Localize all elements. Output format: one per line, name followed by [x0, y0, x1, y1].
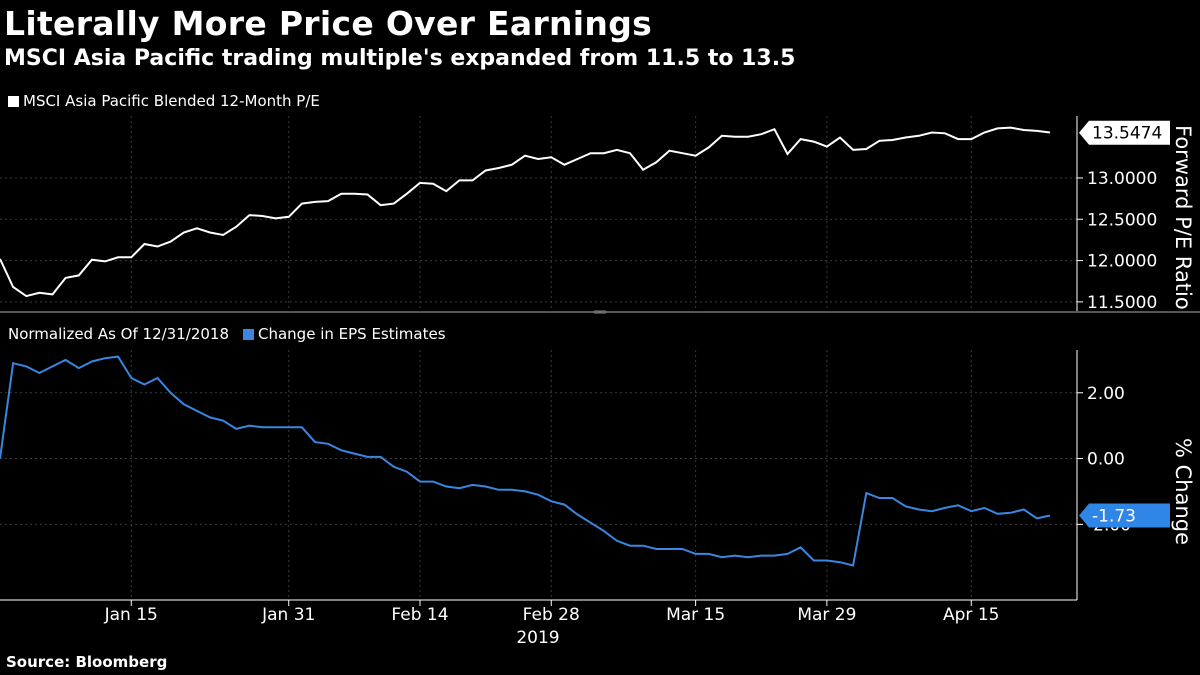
pe-series-line — [0, 126, 1051, 298]
pe-y-axis-title: Forward P/E Ratio — [1171, 125, 1195, 310]
eps-series-line — [0, 355, 1051, 567]
pe-tick-label: 12.5000 — [1087, 210, 1157, 230]
x-tick-label: Jan 15 — [104, 605, 158, 625]
pe-last-value-callout: 13.5474 — [1079, 120, 1170, 145]
x-tick-label: Feb 14 — [391, 605, 448, 625]
legend-eps-swatch — [243, 328, 254, 340]
legend-eps-prefix: Normalized As Of 12/31/2018 — [8, 325, 229, 343]
legend-pe-swatch — [8, 95, 19, 107]
x-tick-label: Jan 31 — [261, 605, 315, 625]
pe-tick-label: 12.0000 — [1087, 252, 1157, 272]
eps-y-axis-title: % Change — [1171, 438, 1195, 545]
legend-eps-label: Change in EPS Estimates — [258, 325, 446, 343]
x-axis-year: 2019 — [516, 628, 559, 648]
chart-title: Literally More Price Over Earnings — [4, 4, 653, 43]
x-tick-label: Apr 15 — [943, 605, 999, 625]
legend-pe-label: MSCI Asia Pacific Blended 12-Month P/E — [23, 92, 320, 110]
x-tick-label: Mar 29 — [797, 605, 856, 625]
eps-callout-box — [1079, 503, 1170, 528]
pe-callout-text: 13.5474 — [1092, 124, 1162, 144]
chart-subtitle: MSCI Asia Pacific trading multiple's exp… — [4, 46, 796, 71]
pe-callout-box — [1079, 120, 1170, 145]
x-tick-label: Mar 15 — [666, 605, 725, 625]
eps-gridlines — [0, 350, 1077, 600]
eps-tick-label: 0.00 — [1087, 450, 1125, 470]
eps-tick-label: 2.00 — [1087, 384, 1125, 404]
pe-y-ticks: 11.5000 12.0000 12.5000 13.0000 — [1077, 169, 1157, 313]
x-axis-ticks: Jan 15 Jan 31 Feb 14 Feb 28 Mar 15 Mar 29 Apr … — [104, 600, 999, 625]
x-tick-label: Feb 28 — [523, 605, 580, 625]
legend-pe: MSCI Asia Pacific Blended 12-Month P/E — [8, 92, 320, 110]
eps-callout-text: -1.73 — [1092, 506, 1136, 526]
pe-gridlines — [0, 116, 1077, 312]
legend-eps: Normalized As Of 12/31/2018 Change in EP… — [8, 325, 446, 343]
pe-tick-label: 11.5000 — [1087, 293, 1157, 313]
pe-tick-label: 13.0000 — [1087, 169, 1157, 189]
source-note: Source: Bloomberg — [6, 653, 168, 671]
eps-last-value-callout: -1.73 — [1079, 503, 1170, 528]
